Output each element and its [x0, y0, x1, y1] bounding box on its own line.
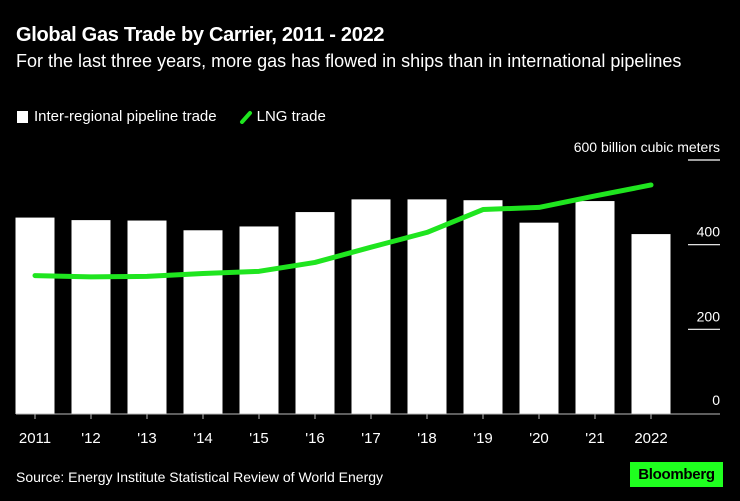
bar-14	[183, 230, 223, 414]
x-tick-label: '15	[249, 430, 269, 447]
y-tick-label: 600 billion cubic meters	[574, 139, 720, 155]
legend-item-lng: LNG trade	[239, 108, 326, 125]
bar-2011	[15, 217, 55, 414]
bar-15	[239, 226, 279, 414]
x-tick-label: '20	[529, 430, 549, 447]
legend-item-pipeline: Inter-regional pipeline trade	[17, 108, 217, 125]
legend-label-lng: LNG trade	[256, 108, 326, 125]
y-tick-label: 400	[697, 224, 721, 240]
bar-17	[351, 199, 391, 414]
x-tick-label: '21	[585, 430, 605, 447]
line-series	[32, 182, 654, 280]
x-tick-label: 2011	[19, 430, 51, 447]
line-swatch-icon	[239, 110, 252, 124]
chart-subtitle: For the last three years, more gas has f…	[16, 51, 682, 71]
bar-21	[575, 201, 615, 414]
bar-13	[127, 220, 167, 414]
x-tick-label: '13	[137, 430, 157, 447]
x-tick-label: '16	[305, 430, 325, 447]
x-tick-label: '14	[193, 430, 213, 447]
bar-2022	[631, 234, 671, 414]
y-axis: 0 200 400 600 billion cubic meters	[574, 139, 721, 408]
bar-19	[463, 200, 503, 414]
bloomberg-logo: Bloomberg	[630, 462, 723, 487]
x-axis: 2011 '12 '13 '14 '15 '16 '17 '18 '19 '20 '21 2022	[19, 414, 668, 447]
x-tick-label: '19	[473, 430, 493, 447]
bar-12	[71, 220, 111, 414]
x-tick-label: '12	[81, 430, 101, 447]
legend: Inter-regional pipeline trade LNG trade	[17, 108, 348, 125]
bar-20	[519, 222, 559, 414]
source-note: Source: Energy Institute Statistical Rev…	[16, 469, 384, 485]
y-tick-label: 200	[697, 308, 721, 324]
x-tick-label: '17	[361, 430, 381, 447]
bar-16	[295, 212, 335, 414]
chart-title: Global Gas Trade by Carrier, 2011 - 2022	[16, 24, 385, 46]
lng-trade-line	[32, 182, 654, 280]
legend-label-pipeline: Inter-regional pipeline trade	[34, 108, 217, 125]
x-tick-label: 2022	[634, 430, 667, 447]
chart-area: 0 200 400 600 billion cubic meters 2011 '12 '…	[15, 139, 721, 447]
y-tick-label: 0	[712, 392, 720, 408]
bar-swatch-icon	[17, 110, 28, 123]
bar-series	[15, 199, 671, 414]
x-tick-label: '18	[417, 430, 437, 447]
